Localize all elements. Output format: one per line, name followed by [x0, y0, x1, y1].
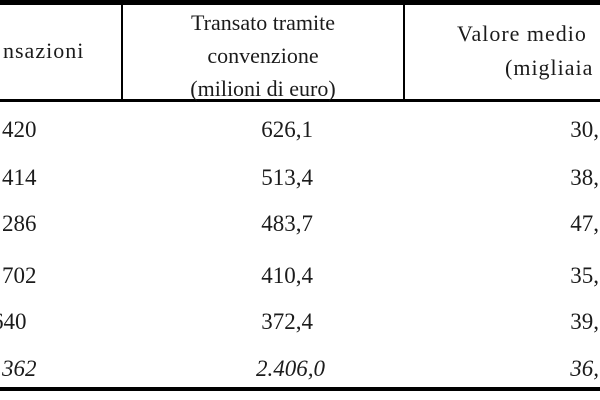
header-separator-rule	[0, 99, 600, 102]
transato-cell: 626,1	[261, 117, 313, 142]
transazioni-cell: 414	[2, 165, 37, 190]
valore-medio-cell: 35,	[570, 263, 599, 288]
valore-medio-cell: 39,	[570, 309, 599, 334]
transazioni-cell: 362	[2, 356, 37, 381]
header-column-divider-2	[403, 5, 405, 99]
transazioni-cell: 420	[2, 117, 37, 142]
valore-medio-cell: 38,	[570, 165, 599, 190]
header-transato-convenzione: Transato tramite convenzione (milioni di…	[123, 6, 403, 105]
transato-cell: 513,4	[261, 165, 313, 190]
valore-medio-cell: 47,	[570, 211, 599, 236]
transato-cell: 2.406,0	[256, 356, 325, 381]
valore-medio-cell: 30,	[570, 117, 599, 142]
header-valore-medio-line1: Valore medio	[457, 21, 587, 46]
valore-medio-cell: 36,	[570, 356, 599, 381]
table-bottom-rule	[0, 387, 600, 391]
header-transato-line2: convenzione	[207, 43, 319, 68]
transato-cell: 410,4	[261, 263, 313, 288]
header-transato-line1: Transato tramite	[191, 10, 335, 35]
transato-cell: 372,4	[261, 309, 313, 334]
transazioni-cell: 286	[2, 211, 37, 236]
header-transazioni: nsazioni	[3, 38, 85, 63]
transazioni-cell: 702	[2, 263, 37, 288]
transazioni-cell: 640	[0, 309, 27, 334]
transato-cell: 483,7	[261, 211, 313, 236]
header-valore-medio-line2: (migliaia	[505, 55, 594, 80]
table-top-rule	[0, 0, 600, 5]
header-transato-line3: (milioni di euro)	[190, 76, 336, 101]
header-column-divider-1	[121, 5, 123, 99]
